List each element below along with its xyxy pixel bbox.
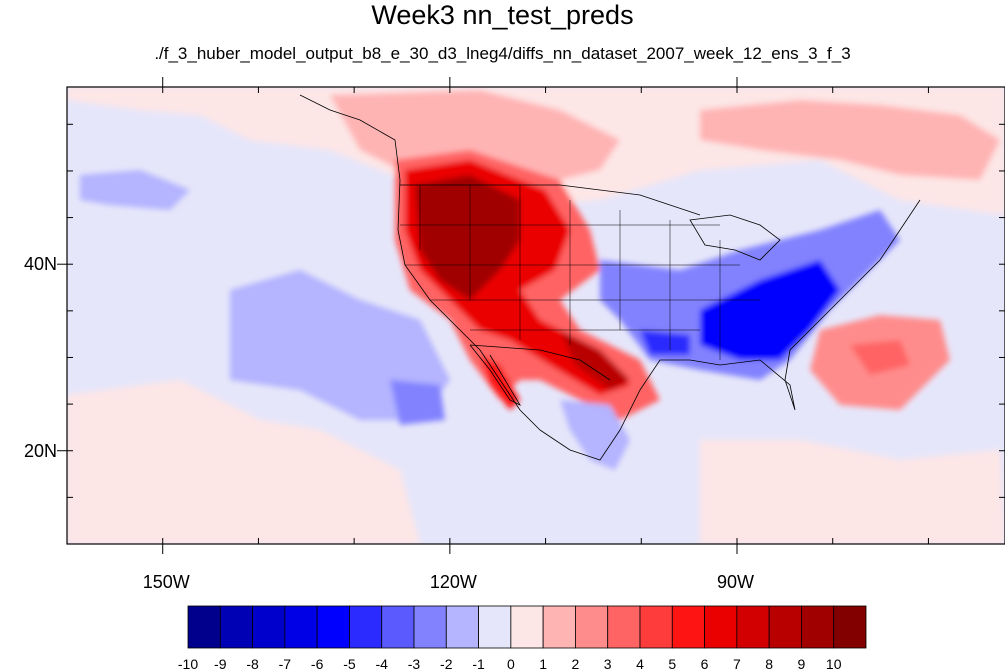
colorbar-swatch (381, 605, 415, 649)
lat-tick-label: 20N (24, 440, 58, 461)
plot-frame (66, 86, 1005, 545)
pink-canada-east (700, 100, 1000, 180)
colorbar-swatch (704, 605, 738, 649)
baja (469, 344, 522, 406)
colorbar-label: -3 (407, 656, 421, 672)
colorbar-label: 4 (636, 656, 644, 672)
colorbar-label: -5 (343, 656, 356, 672)
map-title: Week3 nn_test_preds (371, 0, 634, 30)
colorbar-swatch (316, 605, 350, 649)
colorbar-swatch (187, 605, 221, 649)
colorbar-label: -6 (310, 656, 324, 672)
colorbar-swatch (801, 605, 835, 649)
blue-mexico (560, 400, 630, 470)
colorbar-swatch (736, 605, 770, 649)
map-subtitle: ./f_3_huber_model_output_b8_e_30_d3_lneg… (154, 44, 851, 63)
pink-pacific-south (67, 380, 420, 544)
red-baja (480, 355, 520, 410)
colorbar-label: 0 (506, 656, 515, 672)
colorbar-label: -9 (214, 656, 227, 672)
colorbar-label: 8 (765, 656, 774, 672)
colorbar-label: 7 (732, 656, 741, 672)
field-layer (67, 87, 1005, 544)
pink-caribbean (700, 440, 1005, 544)
colorbar (187, 605, 867, 649)
colorbar-label: 5 (668, 656, 677, 672)
lat-tick-label: 40N (24, 254, 58, 275)
colorbar-swatch (671, 605, 705, 649)
colorbar-swatch (478, 605, 512, 649)
lon-tick-label: 90W (717, 572, 755, 592)
colorbar-label: 6 (700, 656, 709, 672)
colorbar-swatch (833, 605, 867, 649)
colorbar-label: -4 (375, 656, 388, 672)
colorbar-label: 2 (571, 656, 580, 672)
colorbar-label: 3 (603, 656, 612, 672)
lon-tick-label: 120W (429, 572, 477, 592)
colorbar-swatch (510, 605, 544, 649)
colorbar-swatch (219, 605, 253, 649)
colorbar-label: -8 (246, 656, 259, 672)
us-mexico-border (469, 344, 611, 381)
state-lines (400, 185, 760, 360)
colorbar-swatch (413, 605, 447, 649)
colorbar-swatch (542, 605, 576, 649)
colorbar-label: 1 (539, 656, 548, 672)
colorbar-label: -10 (177, 656, 199, 672)
colorbar-swatch (639, 605, 673, 649)
red-texas-core (560, 330, 630, 390)
blue-pacific-2 (80, 170, 190, 210)
red-west-core (415, 175, 520, 300)
blue-pacific-3 (390, 380, 445, 425)
colorbar-swatch (252, 605, 286, 649)
gulf-coast (539, 199, 921, 461)
blue-gulf (640, 330, 690, 355)
colorbar-swatch (575, 605, 609, 649)
colorbar-label: 10 (825, 656, 842, 672)
colorbar-label: -7 (278, 656, 292, 672)
axis-ticks (57, 77, 1005, 554)
colorbar-swatch (349, 605, 383, 649)
red-atlantic-core (850, 340, 910, 375)
us-canada-border (400, 184, 701, 216)
colorbar-label: -2 (440, 656, 453, 672)
colorbar-swatch (284, 605, 318, 649)
colorbar-swatch (445, 605, 479, 649)
colorbar-label: -1 (472, 656, 485, 672)
lon-tick-label: 150W (142, 572, 190, 592)
colorbar-label: 9 (797, 656, 806, 672)
great-lakes (689, 214, 781, 261)
colorbar-swatch (768, 605, 802, 649)
colorbar-swatch (607, 605, 641, 649)
